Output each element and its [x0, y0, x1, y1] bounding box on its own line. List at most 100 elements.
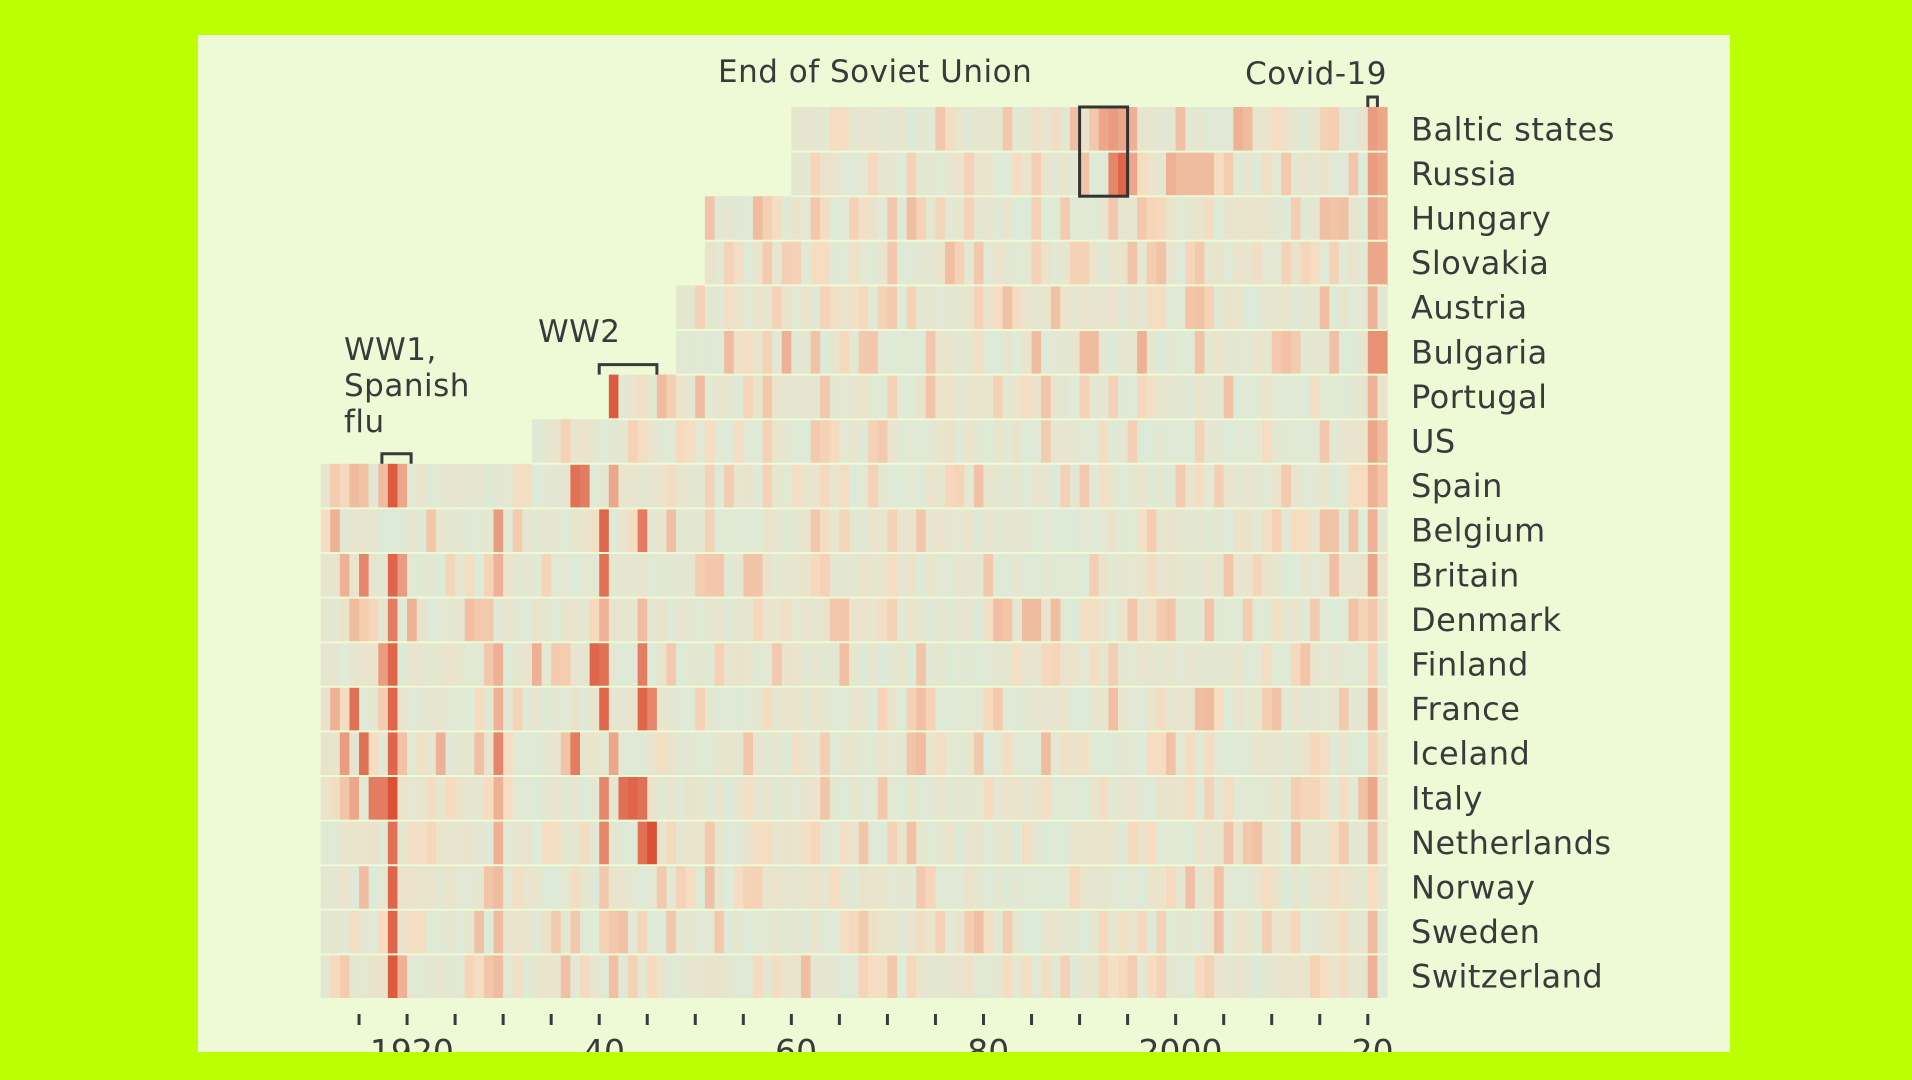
heatmap-cell	[397, 642, 408, 687]
heatmap-cell	[1204, 374, 1215, 420]
heatmap-cell	[1194, 642, 1206, 687]
heatmap-cell	[877, 909, 889, 955]
heatmap-cell	[1146, 642, 1158, 687]
heatmap-cell	[935, 731, 946, 776]
heatmap-cell	[695, 374, 706, 420]
heatmap-cell	[320, 597, 331, 643]
heatmap-cell	[522, 597, 533, 643]
heatmap-cell	[483, 508, 495, 553]
heatmap-cell	[839, 731, 850, 776]
heatmap-cell	[368, 776, 379, 821]
heatmap-cell	[868, 597, 879, 643]
heatmap-cell	[685, 820, 696, 866]
heatmap-cell	[810, 330, 821, 375]
heatmap-cell	[397, 508, 408, 553]
heatmap-cell	[560, 463, 571, 509]
heatmap-cell	[849, 463, 860, 509]
heatmap-cell	[1050, 151, 1061, 197]
heatmap-cell	[897, 776, 908, 821]
heatmap-cell	[724, 865, 735, 910]
heatmap-cell	[551, 731, 562, 776]
heatmap-cell	[378, 954, 389, 999]
heatmap-cell	[849, 285, 860, 330]
heatmap-cell	[493, 463, 504, 509]
heatmap-cell	[628, 686, 639, 732]
heatmap-cell	[906, 954, 917, 999]
heatmap-cell	[849, 776, 860, 821]
heatmap-cell	[781, 419, 792, 464]
heatmap-cell	[1348, 151, 1359, 197]
heatmap-cell	[781, 374, 792, 420]
heatmap-cell	[1242, 954, 1254, 999]
heatmap-cell	[973, 374, 985, 420]
heatmap-cell	[1156, 909, 1167, 955]
heatmap-cell	[1233, 686, 1244, 732]
heatmap-cell	[1079, 686, 1090, 732]
heatmap-cell	[503, 686, 514, 732]
heatmap-cell	[1175, 330, 1186, 375]
heatmap-cell	[1310, 374, 1321, 420]
heatmap-cell	[1137, 909, 1148, 955]
heatmap-cell	[474, 820, 485, 866]
heatmap-cell	[676, 419, 687, 464]
heatmap-cell	[1271, 374, 1282, 420]
heatmap-cell	[628, 553, 639, 598]
heatmap-cell	[1166, 909, 1177, 955]
heatmap-cell	[820, 107, 831, 152]
heatmap-cell	[1021, 820, 1033, 866]
heatmap-cell	[964, 553, 975, 598]
heatmap-cell	[1079, 553, 1090, 598]
heatmap-cell	[618, 553, 629, 598]
heatmap-cell	[1310, 553, 1321, 598]
heatmap-cell	[752, 909, 764, 955]
heatmap-cell	[1089, 419, 1100, 464]
heatmap-cell	[1290, 196, 1302, 241]
country-label: Finland	[1411, 646, 1529, 684]
heatmap-cell	[925, 196, 937, 241]
heatmap-cell	[954, 597, 965, 643]
heatmap-cell	[1338, 642, 1350, 687]
heatmap-cell	[407, 508, 418, 553]
heatmap-cell	[1012, 553, 1023, 598]
heatmap-cell	[464, 865, 475, 910]
heatmap-cell	[426, 731, 437, 776]
heatmap-cell	[714, 463, 725, 509]
heatmap-cell	[1069, 686, 1081, 732]
heatmap-cell	[1118, 240, 1129, 286]
heatmap-cell	[1050, 330, 1061, 375]
heatmap-cell	[1281, 240, 1292, 286]
heatmap-cell	[1089, 107, 1100, 152]
heatmap-cell	[1310, 285, 1321, 330]
heatmap-cell	[531, 463, 543, 509]
heatmap-cell	[1223, 776, 1234, 821]
heatmap-cell	[522, 954, 533, 999]
heatmap-cell	[925, 419, 937, 464]
heatmap-cell	[1137, 954, 1148, 999]
heatmap-cell	[1012, 240, 1023, 286]
heatmap-cell	[637, 419, 648, 464]
heatmap-cell	[359, 820, 370, 866]
heatmap-cell	[1242, 285, 1254, 330]
heatmap-cell	[993, 553, 1004, 598]
heatmap-cell	[1050, 776, 1061, 821]
heatmap-cell	[493, 642, 504, 687]
heatmap-cell	[522, 686, 533, 732]
heatmap-cell	[820, 508, 831, 553]
heatmap-cell	[887, 463, 898, 509]
heatmap-cell	[541, 820, 552, 866]
heatmap-cell	[464, 597, 475, 643]
heatmap-cell	[1290, 865, 1302, 910]
heatmap-cell	[916, 776, 927, 821]
heatmap-cell	[762, 686, 773, 732]
heatmap-cell	[973, 330, 985, 375]
heatmap-cell	[580, 508, 591, 553]
heatmap-cell	[983, 820, 994, 866]
heatmap-cell	[378, 686, 389, 732]
heatmap-cell	[1069, 508, 1081, 553]
heatmap-cell	[1367, 865, 1378, 910]
heatmap-cell	[800, 330, 812, 375]
heatmap-cell	[1329, 196, 1340, 241]
heatmap-cell	[647, 954, 658, 999]
heatmap-cell	[925, 151, 937, 197]
heatmap-cell	[1310, 463, 1321, 509]
